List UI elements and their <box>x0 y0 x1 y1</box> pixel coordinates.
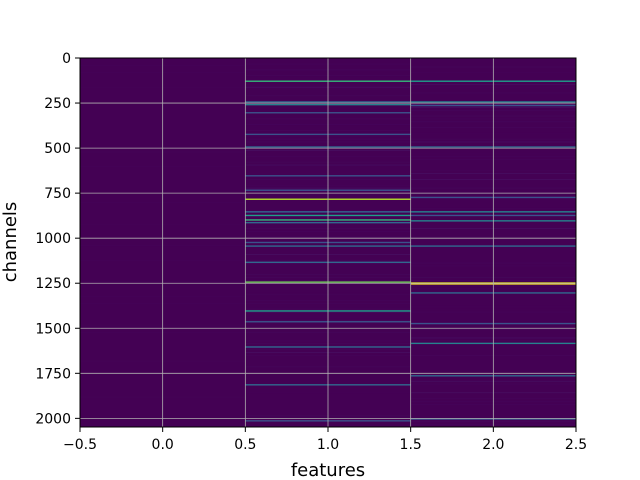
y-tick-label: 1500 <box>35 321 71 337</box>
y-axis-label: channels <box>0 202 21 283</box>
y-tick-label: 1750 <box>35 366 71 382</box>
y-tick-label: 750 <box>44 186 71 202</box>
x-tick-label: 0.5 <box>234 437 256 453</box>
x-tick-label: 2.0 <box>482 437 504 453</box>
y-tick-label: 0 <box>62 51 71 67</box>
x-axis-ticks: −0.5 0.0 0.5 1.0 1.5 2.0 2.5 <box>63 427 587 453</box>
x-tick-label: 1.0 <box>317 437 339 453</box>
x-tick-label: 0.0 <box>152 437 174 453</box>
y-tick-label: 500 <box>44 141 71 157</box>
y-tick-label: 1250 <box>35 276 71 292</box>
y-axis-ticks: 0 250 500 750 1000 1250 1500 1750 2000 <box>35 51 80 427</box>
y-tick-label: 2000 <box>35 411 71 427</box>
y-tick-label: 1000 <box>35 231 71 247</box>
x-axis-label: features <box>291 460 365 480</box>
x-tick-label: −0.5 <box>63 437 97 453</box>
x-tick-label: 1.5 <box>400 437 422 453</box>
x-tick-label: 2.5 <box>565 437 587 453</box>
y-tick-label: 250 <box>44 96 71 112</box>
